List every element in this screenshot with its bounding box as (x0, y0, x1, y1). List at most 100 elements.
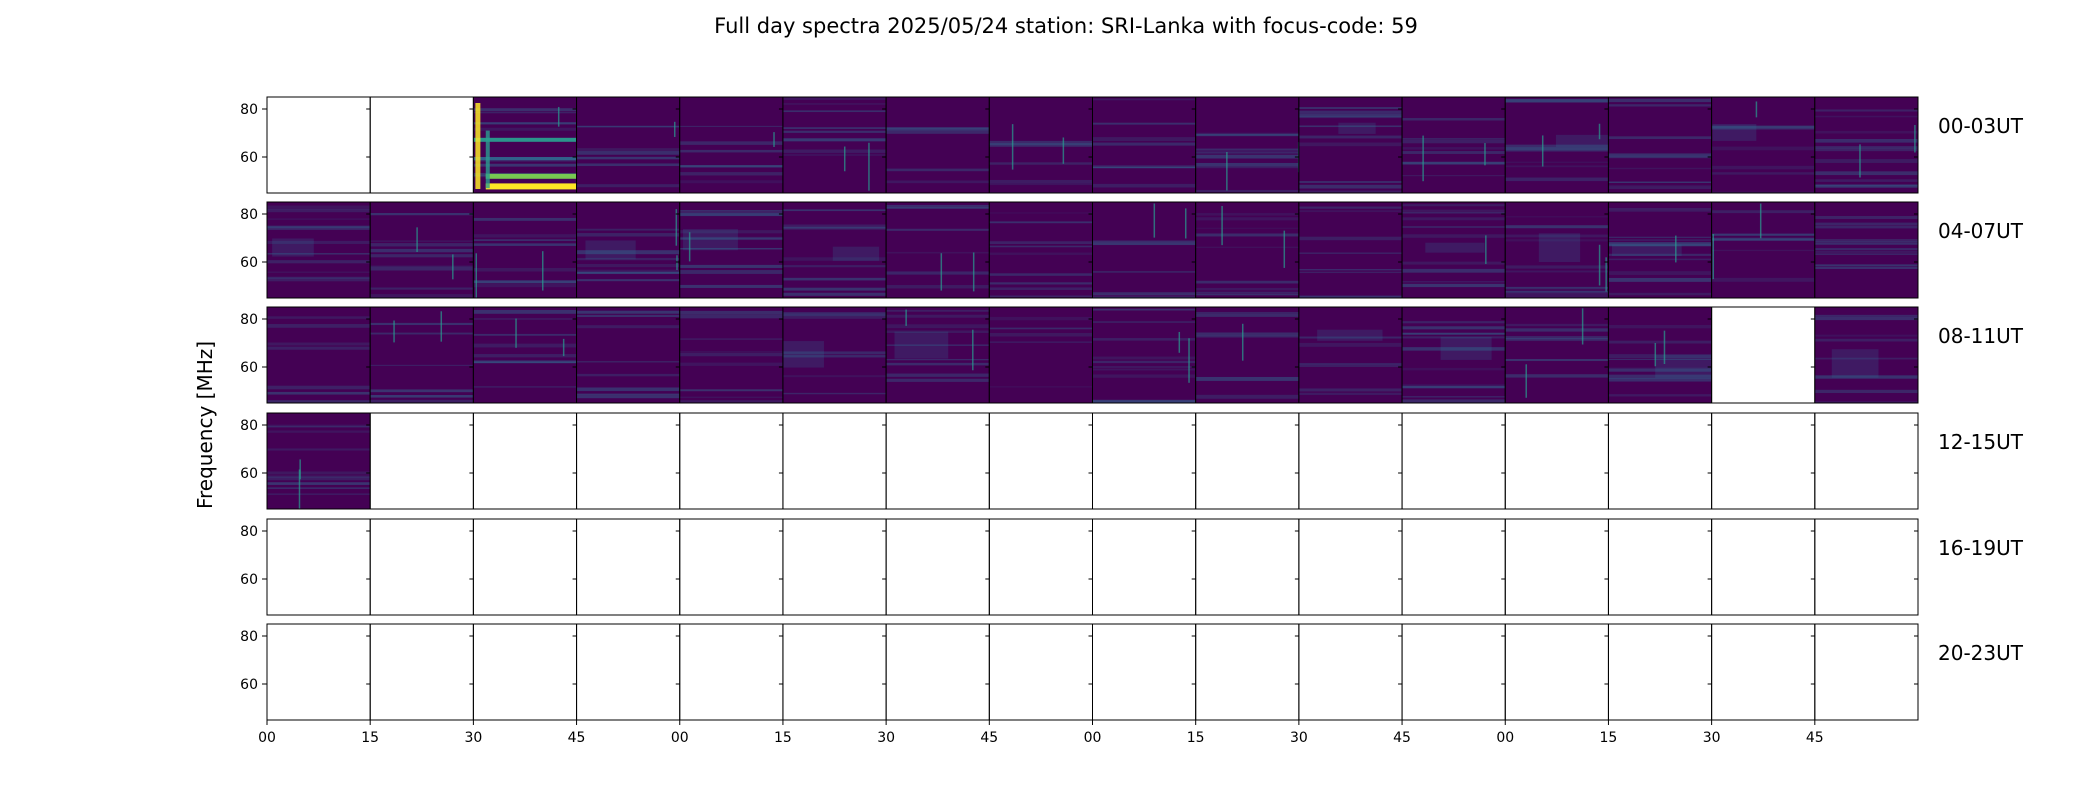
spectrum-burst (843, 146, 846, 172)
spectrum-image (1505, 97, 1609, 193)
spectrum-panel (885, 518, 990, 616)
spectrum-band (1608, 98, 1712, 103)
spectrum-panel (679, 306, 784, 404)
spectrum-band (1505, 358, 1609, 362)
spectrum-band (1298, 392, 1403, 395)
spectrum-band (1505, 270, 1609, 273)
spectrum-patch (1425, 242, 1485, 253)
spectrum-band (886, 271, 990, 275)
spectrum-burst (475, 253, 478, 298)
spectrum-band (989, 386, 1093, 388)
spectrum-band (1505, 165, 1609, 168)
spectrum-background (267, 307, 371, 403)
spectrum-background (1298, 307, 1403, 403)
spectrum-background (782, 307, 887, 403)
spectrum-band (1092, 241, 1196, 245)
spectrum-band (576, 163, 680, 167)
spectrum-band (1608, 271, 1712, 275)
spectrum-band (782, 224, 887, 228)
spectrum-band (679, 210, 783, 212)
spectrum-band (1814, 243, 1918, 245)
spectrum-band (989, 143, 1093, 147)
spectrum-band (576, 310, 680, 314)
spectrum-band (473, 217, 577, 221)
panel-frame (1711, 518, 1816, 616)
panel-frame (1814, 306, 1919, 404)
panel-frame (1504, 412, 1609, 510)
spectrum-background (473, 307, 577, 403)
spectrum-burst (1759, 203, 1762, 239)
spectrum-band (886, 344, 990, 346)
spectrum-panel (679, 412, 784, 510)
spectrum-band (1711, 249, 1815, 252)
spectrum-band (989, 327, 1093, 330)
x-tick-label: 15 (361, 730, 379, 746)
spectrum-image (1814, 97, 1918, 193)
spectrum-band (1195, 291, 1299, 293)
spectrum-panel (369, 96, 474, 194)
spectrum-burst (676, 255, 678, 271)
x-tick-label: 30 (1290, 730, 1308, 746)
y-tick-label: 60 (240, 572, 258, 588)
spectrum-band-strong (473, 137, 577, 142)
spectrum-band (1298, 114, 1403, 118)
spectrum-panel (1711, 623, 1816, 721)
spectrum-band (1608, 236, 1712, 238)
spectrum-background (989, 307, 1093, 403)
spectrum-burst (1188, 338, 1190, 383)
spectrum-band (1298, 210, 1403, 213)
spectrum-panel (1504, 306, 1609, 404)
spectrum-band (1195, 154, 1299, 159)
spectrum-panel (1401, 623, 1506, 721)
spectrum-image (1092, 97, 1196, 193)
spectrum-panel (679, 623, 784, 721)
y-tick-label: 80 (240, 207, 258, 223)
spectrum-band (1711, 125, 1815, 129)
spectrum-band (1195, 162, 1299, 167)
spectrum-band (886, 378, 990, 382)
spectrum-panel (1607, 518, 1713, 616)
spectrum-burst (1541, 135, 1544, 167)
panel-frame (1195, 518, 1300, 616)
spectrum-band (473, 234, 577, 238)
panel-frame (1298, 518, 1403, 616)
spectrum-burst (1241, 323, 1244, 361)
spectrum-band (782, 287, 887, 291)
spectrum-band (1814, 179, 1918, 182)
spectrum-band (886, 359, 990, 361)
spectrum-patch (783, 341, 824, 368)
spectrum-band (370, 394, 474, 398)
spectrum-band (679, 270, 783, 274)
spectrum-band (679, 125, 783, 127)
spectrum-band (1814, 171, 1918, 176)
spectrum-band (267, 476, 371, 481)
spectrum-panel (885, 96, 990, 194)
spectrum-patch (1611, 244, 1682, 257)
x-tick-label: 45 (980, 730, 998, 746)
spectrum-band (886, 228, 990, 231)
spectrum-patch (683, 229, 738, 251)
panel-frame (1298, 412, 1403, 510)
spectrum-band (782, 392, 887, 395)
spectrum-panel (782, 201, 887, 299)
spectrum-image (370, 307, 474, 403)
spectrum-band (1092, 165, 1196, 168)
spectrum-band (886, 180, 990, 184)
y-tick-label: 60 (240, 677, 258, 693)
spectrum-background (1505, 97, 1609, 193)
spectrum-band (989, 316, 1093, 321)
spectrum-band (1092, 401, 1196, 403)
spectrum-image (267, 413, 371, 509)
spectrum-band (1092, 122, 1196, 125)
spectra-row-04-07UT: 60 80 04-07UT (240, 201, 2024, 299)
spectrum-panel (1195, 201, 1300, 299)
spectrum-band (576, 325, 680, 329)
spectrum-band (473, 361, 577, 364)
spectrum-band-strong (473, 157, 577, 160)
spectrum-band (1814, 251, 1918, 253)
spectrum-band (782, 149, 887, 153)
spectrum-band (473, 163, 577, 167)
spectrum-image (473, 307, 577, 403)
spectrum-band (1814, 215, 1918, 219)
spectrum-image (1195, 307, 1299, 403)
